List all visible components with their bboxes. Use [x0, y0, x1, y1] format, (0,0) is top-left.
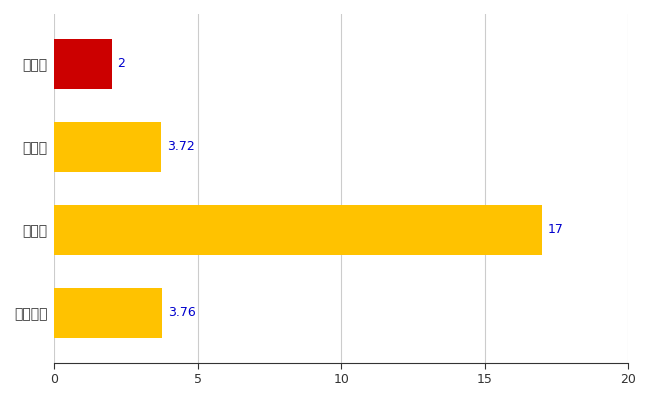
Text: 3.76: 3.76: [168, 306, 196, 319]
Bar: [55, 205, 542, 255]
Text: 3.72: 3.72: [167, 140, 194, 153]
Bar: [55, 39, 112, 89]
Bar: [55, 122, 161, 172]
Text: 2: 2: [118, 57, 125, 70]
Bar: [55, 288, 162, 338]
Text: 17: 17: [548, 223, 564, 236]
